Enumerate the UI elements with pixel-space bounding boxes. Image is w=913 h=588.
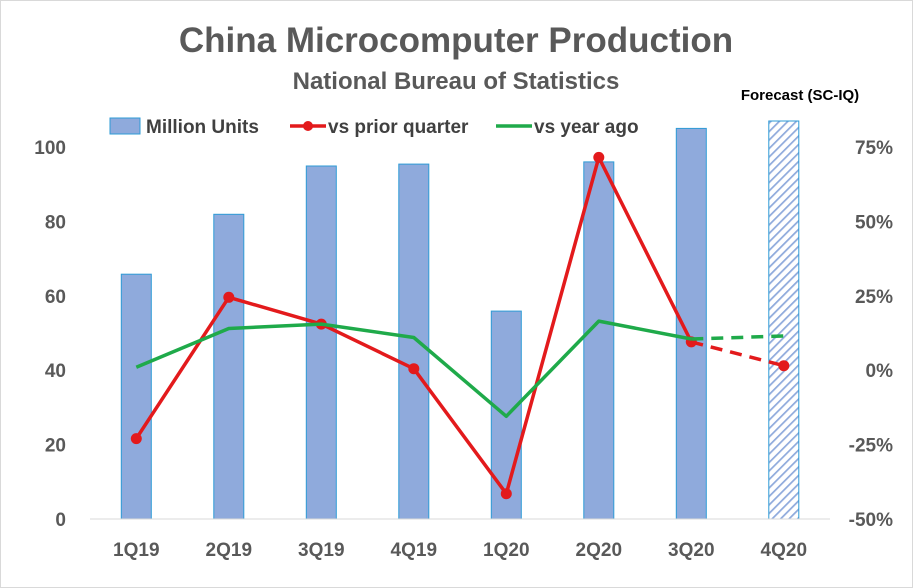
lines-layer	[130, 151, 790, 500]
series-line-forecast-vs-prior-quarter	[690, 340, 785, 368]
point-vs-prior-quarter-4q19	[408, 363, 420, 375]
series-line-vs-year-ago	[135, 319, 692, 419]
legend: Million Units vs prior quarter vs year a…	[109, 117, 639, 138]
x-tick-label-4q20: 4Q20	[761, 540, 807, 561]
legend-label-million-units: Million Units	[146, 117, 259, 138]
y-right-tick-label: 0%	[866, 361, 894, 382]
bar-2q20	[583, 161, 615, 520]
y-left-tick-label: 60	[45, 287, 66, 308]
y-left-tick-label: 20	[45, 436, 66, 457]
chart-subtitle: National Bureau of Statistics	[293, 68, 620, 95]
y-left-tick-label: 100	[34, 138, 66, 159]
x-tick-label-4q19: 4Q19	[391, 540, 437, 561]
bar-3q19	[305, 165, 337, 520]
y-right-tick-label: 75%	[855, 138, 893, 159]
legend-marker-vs-prior-quarter	[303, 121, 313, 131]
x-tick-label-2q20: 2Q20	[576, 540, 622, 561]
forecast-annotation: Forecast (SC-IQ)	[741, 87, 859, 104]
bar-2q19	[213, 213, 245, 520]
x-axis: 1Q19 2Q19 3Q19 4Q19 1Q20 2Q20 3Q20 4Q20	[113, 540, 807, 561]
x-tick-label-2q19: 2Q19	[206, 540, 252, 561]
series-line-forecast-vs-year-ago	[691, 334, 784, 341]
point-vs-prior-quarter-2q20	[593, 151, 605, 163]
y-axis-left: 0 20 40 60 80 100	[34, 138, 66, 531]
chart-title: China Microcomputer Production	[179, 21, 733, 60]
legend-label-vs-year-ago: vs year ago	[534, 117, 639, 138]
bar-1q19	[120, 273, 152, 520]
point-vs-prior-quarter-2q19	[223, 291, 235, 303]
y-right-tick-label: 25%	[855, 287, 893, 308]
x-tick-label-1q20: 1Q20	[483, 540, 529, 561]
y-left-tick-label: 40	[45, 361, 66, 382]
point-vs-prior-quarter-1q19	[130, 433, 142, 445]
y-right-tick-label: -50%	[849, 510, 893, 531]
legend-swatch-million-units	[109, 117, 141, 135]
y-right-tick-label: -25%	[849, 436, 893, 457]
y-left-tick-label: 80	[45, 212, 66, 233]
x-tick-label-3q19: 3Q19	[298, 540, 344, 561]
x-tick-label-3q20: 3Q20	[668, 540, 714, 561]
y-left-tick-label: 0	[55, 510, 66, 531]
point-vs-prior-quarter-1q20	[500, 488, 512, 500]
legend-label-vs-prior-quarter: vs prior quarter	[328, 117, 469, 138]
bar-4q19	[398, 163, 430, 520]
y-right-tick-label: 50%	[855, 212, 893, 233]
point-vs-prior-quarter-4q20	[778, 360, 790, 372]
y-axis-right: -50% -25% 0% 25% 50% 75%	[849, 138, 893, 531]
bar-4q20	[768, 120, 800, 520]
bars-layer	[120, 120, 800, 520]
x-tick-label-1q19: 1Q19	[113, 540, 159, 561]
